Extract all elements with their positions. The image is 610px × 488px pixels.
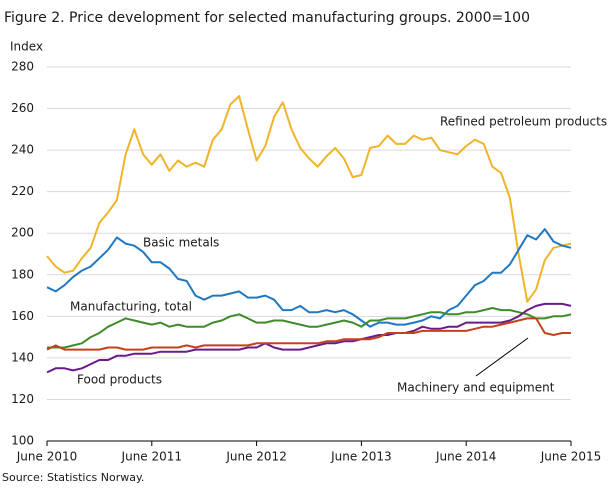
series-label: Manufacturing, total <box>70 300 192 314</box>
y-tick-label: 180 <box>11 267 34 281</box>
series-line <box>46 302 572 374</box>
series-line <box>46 317 571 351</box>
y-tick-label: 160 <box>11 309 34 323</box>
x-tick-label: June 2010 <box>16 450 78 464</box>
y-tick-label: 140 <box>11 350 34 364</box>
y-tick-label: 220 <box>11 184 34 198</box>
y-tick-label: 280 <box>11 60 34 74</box>
series-line <box>47 307 572 349</box>
series-label: Refined petroleum products <box>440 115 607 129</box>
label-pointer <box>475 337 529 377</box>
x-tick-label: June 2014 <box>435 450 497 464</box>
x-tick-label: June 2015 <box>540 450 602 464</box>
x-tick-label: June 2013 <box>330 450 392 464</box>
series-line <box>46 95 572 303</box>
y-tick-label: 100 <box>11 434 34 448</box>
series-label: Basic metals <box>143 236 219 250</box>
source: Source: Statistics Norway. <box>2 471 144 484</box>
y-tick-label: 120 <box>11 392 34 406</box>
chart-title: Figure 2. Price development for selected… <box>4 10 530 26</box>
y-tick-label: 260 <box>11 101 34 115</box>
y-tick-label: 200 <box>11 226 34 240</box>
series-line <box>46 228 572 328</box>
x-tick-label: June 2011 <box>121 450 183 464</box>
series-label: Machinery and equipment <box>397 381 555 395</box>
series-label: Food products <box>77 373 162 387</box>
x-tick-label: June 2012 <box>225 450 287 464</box>
y-axis-label: Index <box>10 40 43 54</box>
y-tick-label: 240 <box>11 143 34 157</box>
